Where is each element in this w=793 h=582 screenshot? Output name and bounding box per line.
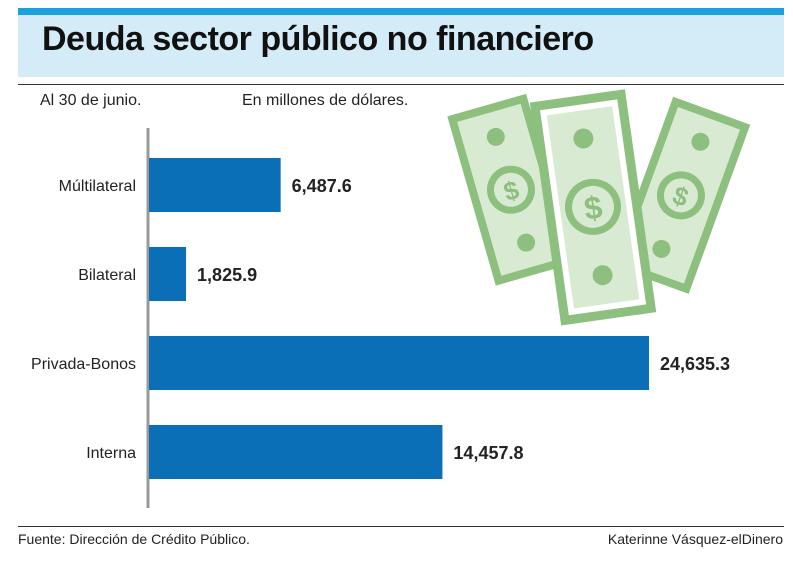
category-label-multilateral: Múltilateral xyxy=(59,178,136,195)
category-label-bilateral: Bilateral xyxy=(78,267,136,284)
value-label-interna: 14,457.8 xyxy=(453,443,523,463)
bar-privada-bonos xyxy=(149,336,649,390)
category-label-privada-bonos: Privada-Bonos xyxy=(31,356,136,373)
value-label-privada-bonos: 24,635.3 xyxy=(660,354,730,374)
value-label-multilateral: 6,487.6 xyxy=(292,176,352,196)
bar-bilateral xyxy=(149,247,187,301)
bar-interna xyxy=(149,425,443,479)
header-accent-bar xyxy=(18,8,784,15)
bar-multilateral xyxy=(149,158,281,212)
units-note: En millones de dólares. xyxy=(242,92,409,109)
footer-divider xyxy=(18,526,784,527)
category-label-interna: Interna xyxy=(86,445,136,462)
money-bills-icon: $ $ $ xyxy=(447,89,751,326)
title-band xyxy=(18,15,784,77)
author-credit: Katerinne Vásquez-elDinero xyxy=(607,531,783,547)
source-note: Fuente: Dirección de Crédito Público. xyxy=(18,531,250,547)
chart-bars: Múltilateral 6,487.6 Bilateral 1,825.9 Priva… xyxy=(31,158,730,479)
chart-title: Deuda sector público no financiero xyxy=(42,20,594,58)
svg-text:$: $ xyxy=(582,189,605,227)
date-note: Al 30 de junio. xyxy=(40,92,142,109)
value-label-bilateral: 1,825.9 xyxy=(197,265,257,285)
header-divider xyxy=(18,84,784,85)
